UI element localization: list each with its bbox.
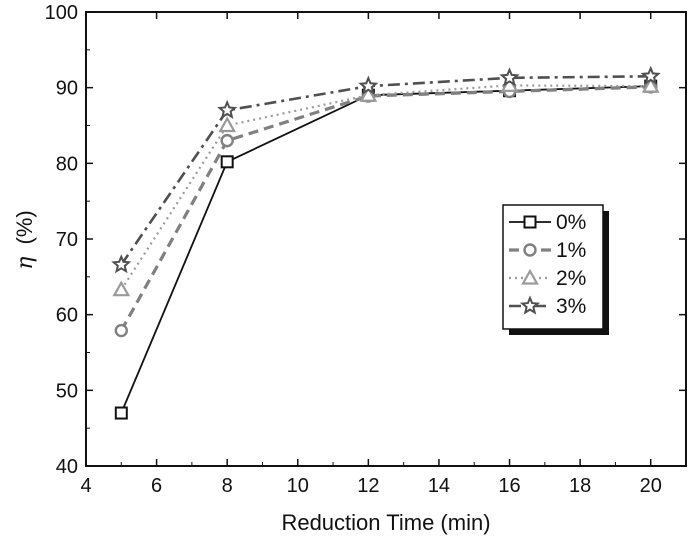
series-line bbox=[119, 85, 651, 332]
x-tick-label: 16 bbox=[498, 475, 520, 497]
data-point bbox=[217, 99, 238, 119]
y-axis-unit: (%) bbox=[12, 210, 37, 244]
axis-ticks: 4 6 8 10 12 14 16 18 20 40 50 60 70 80 90 100 bbox=[45, 2, 686, 497]
x-tick-label: 6 bbox=[151, 475, 162, 497]
x-tick-label: 12 bbox=[357, 475, 379, 497]
legend-marker bbox=[523, 243, 537, 257]
legend-label: 3% bbox=[556, 295, 586, 318]
legend-label: 1% bbox=[556, 239, 586, 262]
data-point bbox=[112, 280, 131, 297]
y-tick-label: 50 bbox=[56, 380, 78, 402]
legend-marker bbox=[519, 295, 541, 315]
legend-label: 0% bbox=[556, 211, 586, 234]
legend-marker bbox=[523, 215, 537, 229]
data-point bbox=[358, 75, 379, 95]
x-axis-title: Reduction Time (min) bbox=[281, 510, 490, 535]
legend-label: 2% bbox=[556, 267, 586, 290]
legend: 0% 1% 2% 3% bbox=[502, 204, 609, 335]
y-axis-symbol: η bbox=[13, 257, 38, 270]
y-tick-label: 80 bbox=[56, 153, 78, 175]
x-tick-label: 4 bbox=[80, 475, 91, 497]
y-axis-title: η (%) bbox=[12, 210, 38, 270]
data-point bbox=[114, 323, 128, 338]
y-tick-label: 90 bbox=[56, 78, 78, 100]
data-point bbox=[220, 155, 234, 169]
x-tick-label: 14 bbox=[428, 475, 450, 497]
data-point bbox=[220, 133, 234, 148]
series-3pct bbox=[111, 65, 661, 274]
y-tick-label: 60 bbox=[56, 305, 78, 327]
y-tick-label: 100 bbox=[45, 2, 78, 24]
legend-marker bbox=[521, 268, 539, 285]
data-point bbox=[499, 67, 520, 87]
data-point bbox=[111, 254, 132, 274]
x-tick-label: 8 bbox=[222, 475, 233, 497]
legend-box bbox=[502, 204, 604, 330]
x-tick-label: 20 bbox=[640, 475, 662, 497]
data-point bbox=[359, 85, 378, 102]
data-point bbox=[641, 76, 660, 93]
y-tick-label: 70 bbox=[56, 229, 78, 251]
x-tick-label: 10 bbox=[287, 475, 309, 497]
data-series bbox=[111, 65, 661, 420]
data-point bbox=[114, 406, 128, 420]
data-point bbox=[640, 65, 661, 85]
x-tick-label: 18 bbox=[569, 475, 591, 497]
data-point bbox=[218, 116, 237, 133]
y-tick-label: 40 bbox=[56, 456, 78, 478]
series-line bbox=[120, 84, 651, 291]
